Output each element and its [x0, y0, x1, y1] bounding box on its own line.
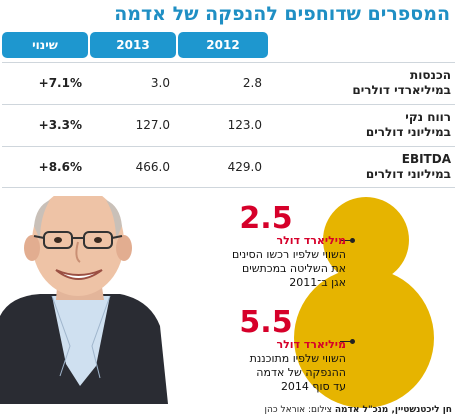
value-2012: 429.0: [227, 160, 262, 174]
row-label-main: הכנסות: [410, 68, 451, 82]
page-title: המספרים שדוחפים להנפקה של אדמה: [114, 3, 450, 25]
leader-line: [340, 240, 353, 241]
row-label: EBITDA במיליוני דולרים: [271, 152, 451, 184]
value-change: +8.6%: [38, 160, 82, 174]
row-label-unit: במיליוני דולרים: [365, 125, 451, 139]
header-change: שינוי: [2, 32, 88, 58]
header-2013: 2013: [90, 32, 176, 58]
row-label: הכנסות במיליארדי דולרים: [271, 68, 451, 100]
row-label-main: רווח נקי: [405, 110, 451, 124]
table-header: 2012 2013 שינוי: [2, 28, 455, 62]
portrait-photo: [0, 196, 168, 404]
value-2012: 123.0: [227, 118, 262, 132]
figure-desc-line: השווי שלפיו רכשו הסינים: [231, 248, 346, 261]
value-change: +7.1%: [38, 76, 82, 90]
figure-block: 2.5 מיליארד דולר השווי שלפיו רכשו הסינים…: [186, 204, 346, 290]
header-2012: 2012: [178, 32, 268, 58]
bubble-5-5: [294, 268, 434, 408]
value-2012: 2.8: [242, 76, 262, 90]
value-2013: 127.0: [135, 118, 170, 132]
leader-dot: [350, 238, 355, 243]
leader-dot: [350, 339, 355, 344]
value-2013: 466.0: [135, 160, 170, 174]
row-label-unit: במיליוני דולרים: [365, 167, 451, 181]
figure-desc-line: ההנפקה של אדמה: [256, 366, 346, 379]
value-2013: 3.0: [150, 76, 170, 90]
leader-line: [340, 341, 353, 342]
table-row: הכנסות במיליארדי דולרים 2.8 3.0 +7.1%: [2, 62, 455, 103]
table-row: רווח נקי במיליוני דולרים 123.0 127.0 +3.…: [2, 104, 455, 145]
credit-photographer: צילום: אוראל כהן: [264, 405, 332, 415]
data-table: 2012 2013 שינוי הכנסות במיליארדי דולרים …: [2, 28, 455, 192]
value-change: +3.3%: [38, 118, 82, 132]
figure-desc-line: עד סוף 2014: [280, 380, 346, 393]
row-label: רווח נקי במיליוני דולרים: [271, 110, 451, 142]
photo-credit: חן ליכטנשטיין, מנכ"ל אדמה צילום: אוראל כ…: [265, 405, 452, 415]
row-label-main: EBITDA: [401, 152, 451, 166]
credit-name: חן ליכטנשטיין, מנכ"ל אדמה: [334, 405, 452, 415]
row-label-unit: במיליארדי דולרים: [352, 83, 451, 97]
table-row: EBITDA במיליוני דולרים 429.0 466.0 +8.6%: [2, 146, 455, 188]
figure-unit: מיליארד דולר: [276, 338, 346, 351]
figure-block: 5.5 מיליארד דולר השווי שלפיו מתוכננת ההנ…: [186, 308, 346, 394]
figure-unit: מיליארד דולר: [276, 234, 346, 247]
figure-value: 5.5: [239, 305, 293, 340]
figure-desc-line: אגן ב־2011: [289, 276, 346, 289]
figure-desc-line: את השליטה במכתשים: [241, 262, 346, 275]
figure-value: 2.5: [239, 201, 293, 236]
figure-desc-line: השווי שלפיו מתוכננת: [249, 352, 346, 365]
